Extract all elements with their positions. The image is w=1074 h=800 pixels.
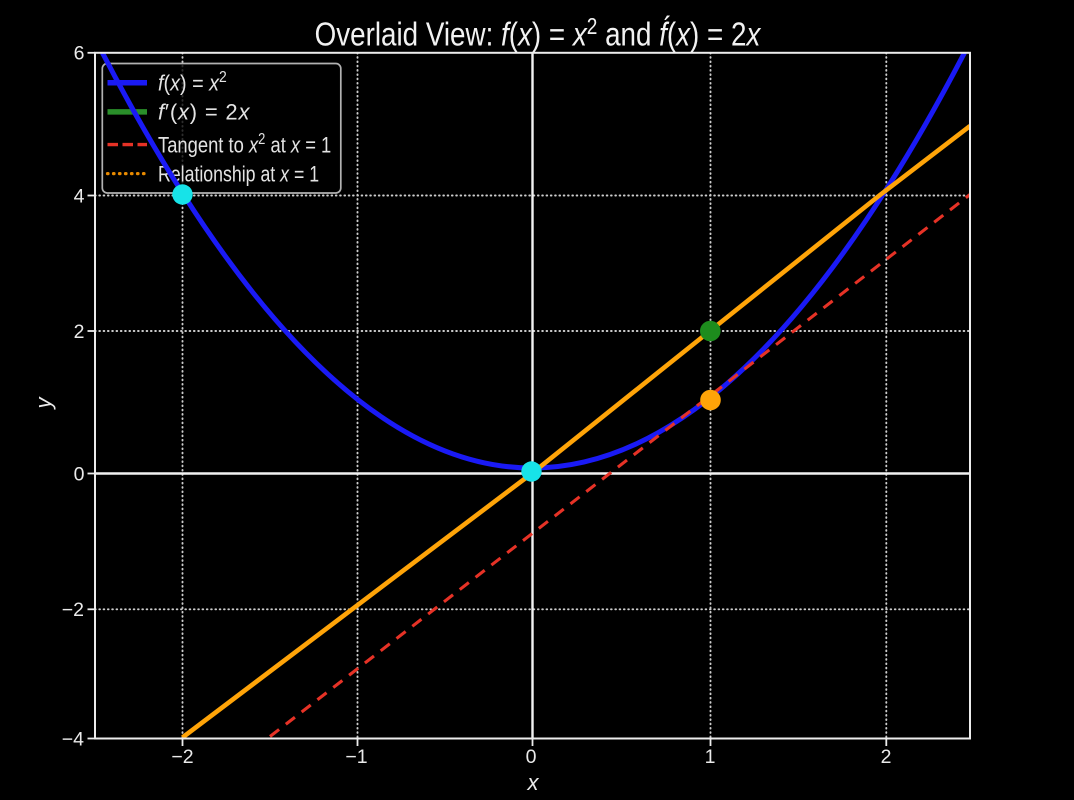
svg-text:6: 6 — [74, 43, 85, 65]
svg-text:−2: −2 — [171, 746, 193, 768]
svg-text:f(x) = x2: f(x) = x2 — [158, 69, 227, 95]
svg-text:2: 2 — [881, 746, 892, 768]
svg-text:Overlaid View: f(x) = x2 and f: Overlaid View: f(x) = x2 and f́(x) = 2x — [315, 14, 762, 53]
svg-text:−1: −1 — [345, 746, 367, 768]
svg-text:4: 4 — [74, 185, 85, 207]
svg-text:x: x — [527, 770, 540, 795]
svg-text:Tangent to x2 at x = 1: Tangent to x2 at x = 1 — [158, 131, 331, 158]
svg-text:−4: −4 — [62, 728, 84, 750]
svg-text:Relationship at x = 1: Relationship at x = 1 — [158, 163, 319, 187]
svg-text:2: 2 — [74, 321, 85, 343]
svg-text:y: y — [31, 396, 56, 411]
svg-text:f′(x) = 2x: f′(x) = 2x — [158, 100, 250, 125]
svg-text:−2: −2 — [62, 599, 84, 621]
svg-text:1: 1 — [705, 746, 716, 768]
svg-text:0: 0 — [74, 463, 85, 485]
svg-text:0: 0 — [526, 746, 537, 768]
